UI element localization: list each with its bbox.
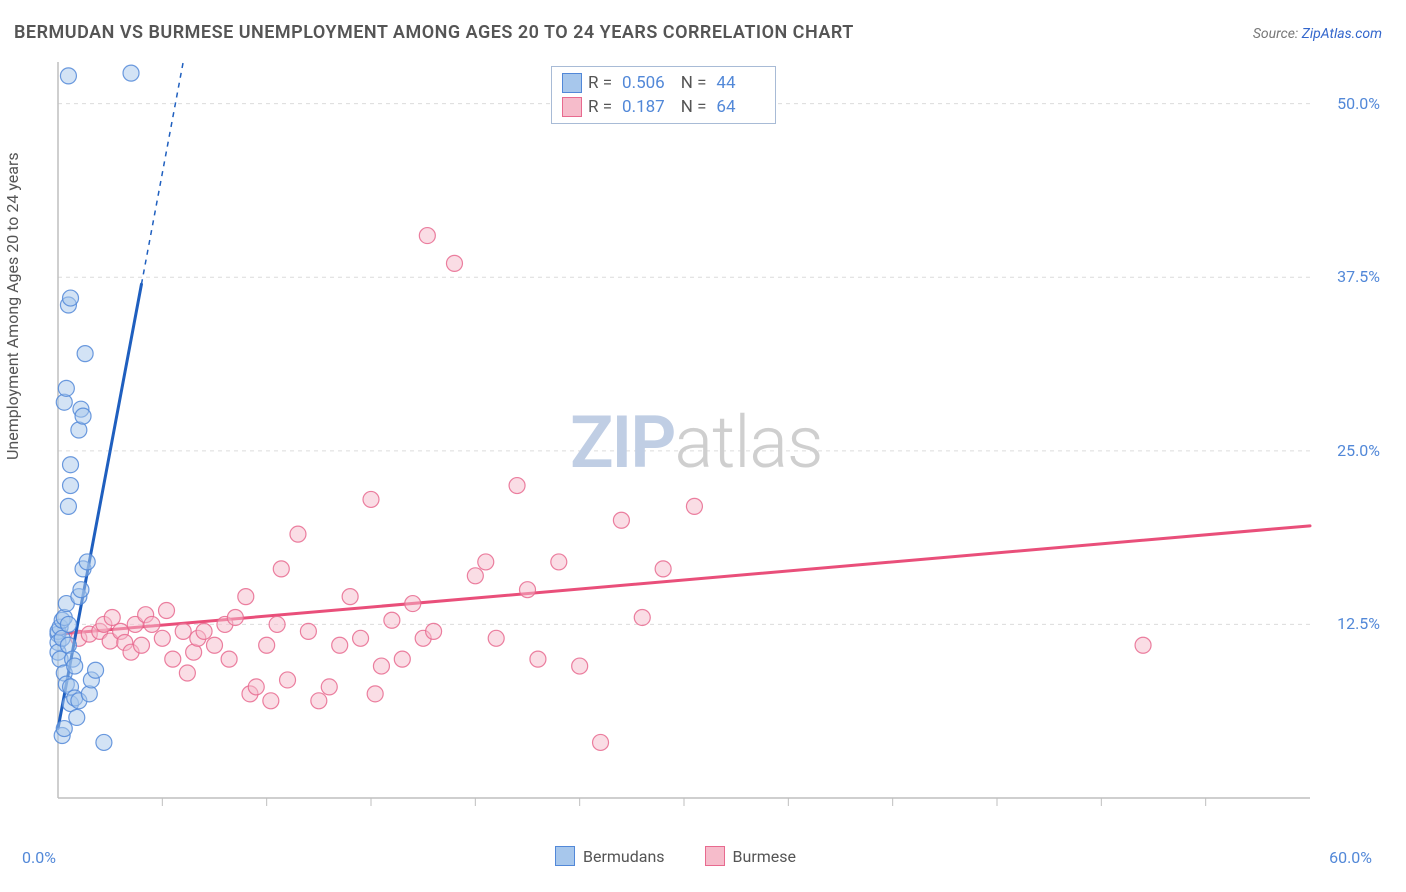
y-tick-label: 12.5% [1337,614,1380,633]
source-link[interactable]: ZipAtlas.com [1302,26,1382,42]
y-tick-label: 37.5% [1337,267,1380,286]
x-axis-max-label: 60.0% [1329,848,1372,867]
x-axis-min-label: 0.0% [22,848,56,867]
y-tick-label: 25.0% [1337,441,1380,460]
swatch-bermudans [562,73,582,93]
y-tick-label: 50.0% [1337,94,1380,113]
n-label: N = [681,97,707,117]
chart-title: BERMUDAN VS BURMESE UNEMPLOYMENT AMONG A… [14,22,854,43]
r-value-bermudans: 0.506 [622,73,665,93]
legend-item-bermudans[interactable]: Bermudans [555,846,665,866]
r-label: R = [588,73,612,93]
plot-area [48,60,1370,822]
stats-box: R = 0.506 N = 44 R = 0.187 N = 64 [551,66,776,124]
legend-swatch-burmese [705,846,725,866]
legend-swatch-bermudans [555,846,575,866]
stats-row-bermudans: R = 0.506 N = 44 [552,71,775,95]
y-axis-label: Unemployment Among Ages 20 to 24 years [3,152,22,460]
stats-row-burmese: R = 0.187 N = 64 [552,95,775,119]
r-value-burmese: 0.187 [622,97,665,117]
legend-label-burmese: Burmese [733,847,796,866]
r-label: R = [588,97,612,117]
chart-svg [48,60,1370,822]
legend-item-burmese[interactable]: Burmese [705,846,796,866]
n-value-burmese: 64 [716,97,735,117]
source-prefix: Source: [1253,26,1302,42]
source-attribution: Source: ZipAtlas.com [1253,26,1382,42]
chart-container: BERMUDAN VS BURMESE UNEMPLOYMENT AMONG A… [0,0,1406,892]
swatch-burmese [562,97,582,117]
n-value-bermudans: 44 [716,73,735,93]
legend: Bermudans Burmese [555,846,796,866]
n-label: N = [681,73,707,93]
legend-label-bermudans: Bermudans [583,847,665,866]
